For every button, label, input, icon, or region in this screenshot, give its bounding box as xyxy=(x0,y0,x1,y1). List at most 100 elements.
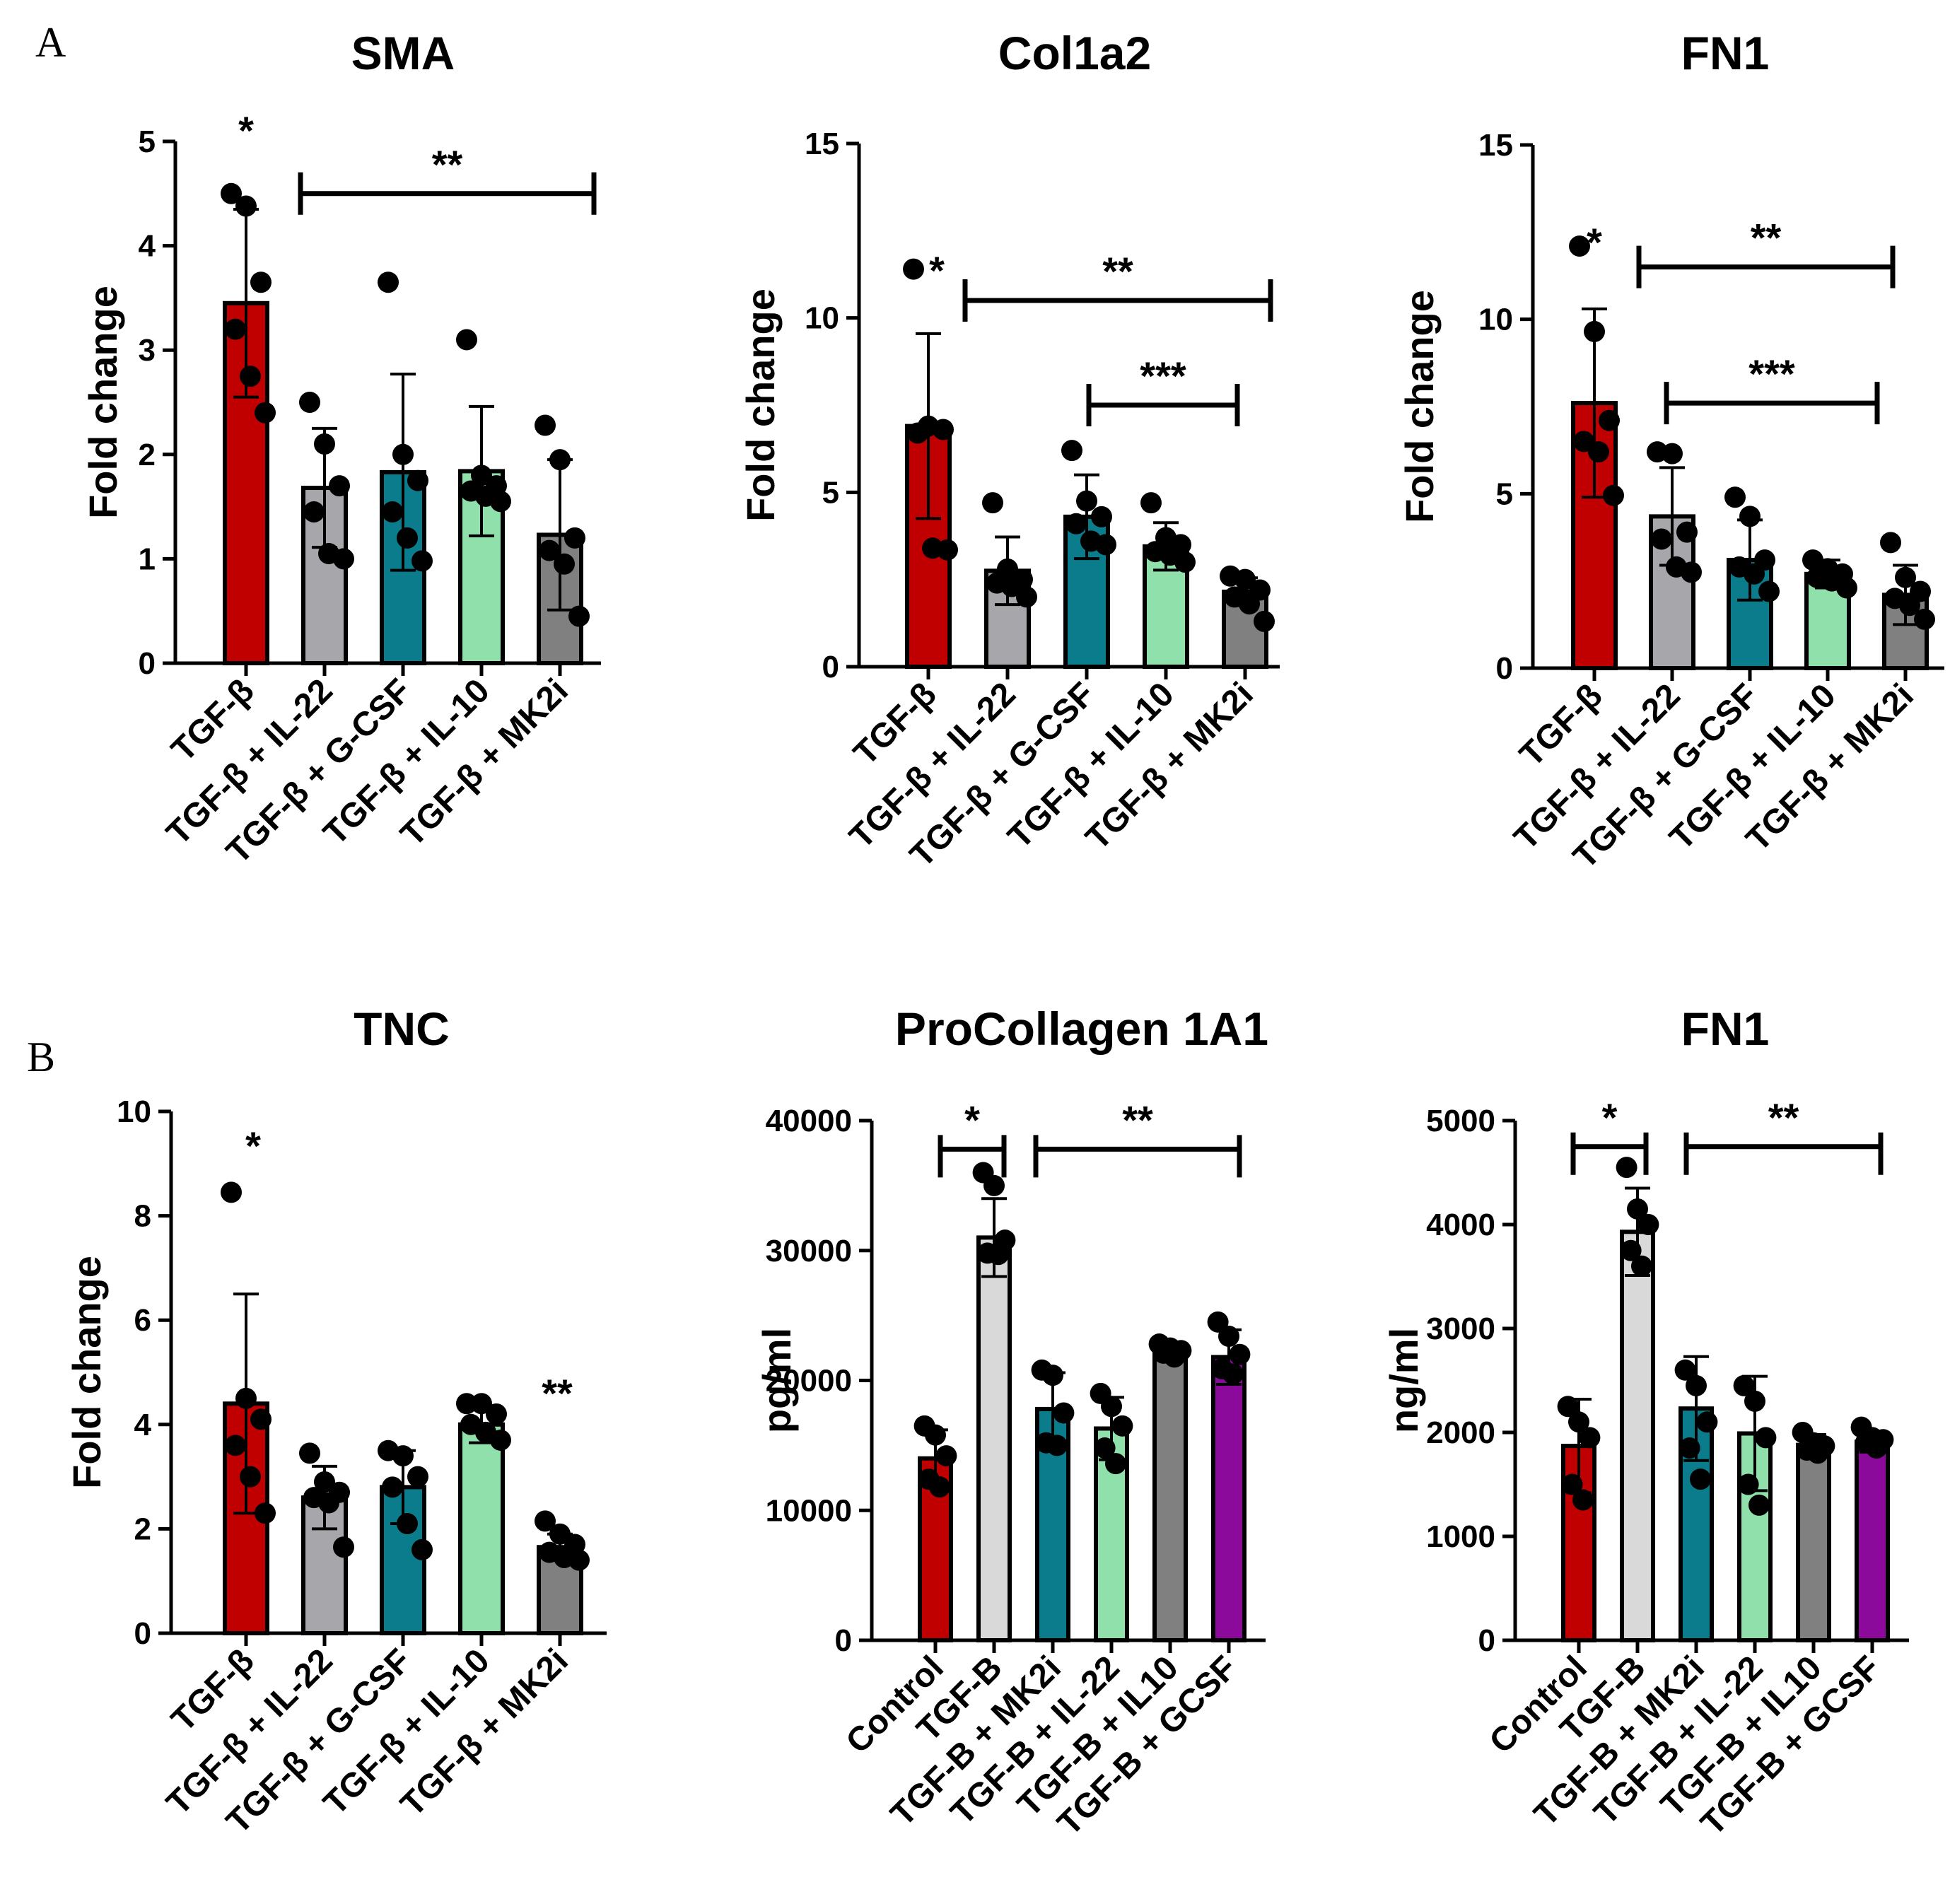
data-point xyxy=(1066,513,1087,535)
data-point xyxy=(1061,440,1082,462)
data-point xyxy=(1724,486,1746,508)
data-point xyxy=(983,1174,1005,1196)
significance-star: * xyxy=(245,1123,261,1168)
significance-star: ** xyxy=(542,1371,573,1415)
y-tick-label: 2 xyxy=(139,438,156,472)
data-point xyxy=(1678,1437,1700,1459)
bracket-label: ** xyxy=(1768,1095,1799,1140)
data-point xyxy=(1866,1437,1887,1459)
chart-fn1-ngml: FN1ng/ml010002000300040005000ControlTGF-… xyxy=(1382,1003,1909,1842)
data-point xyxy=(1569,235,1590,257)
data-point xyxy=(1895,566,1916,588)
data-point xyxy=(935,1445,957,1467)
bracket-label: * xyxy=(1602,1095,1618,1140)
y-tick-label: 40000 xyxy=(766,1104,852,1138)
data-point xyxy=(1620,1239,1642,1261)
y-tick-label: 4 xyxy=(139,229,156,264)
data-point xyxy=(1222,1363,1244,1385)
data-point xyxy=(318,1492,339,1514)
data-point xyxy=(333,1536,354,1558)
data-point xyxy=(471,1393,492,1415)
data-point xyxy=(1584,320,1605,342)
data-point xyxy=(1637,1214,1659,1235)
data-point xyxy=(903,258,924,280)
bracket-label: *** xyxy=(1748,351,1795,396)
bracket-label: * xyxy=(964,1097,980,1142)
y-tick-label: 4 xyxy=(134,1408,152,1442)
y-tick-label: 10000 xyxy=(766,1493,852,1528)
data-point xyxy=(1561,1473,1583,1495)
data-point xyxy=(554,553,575,575)
data-point xyxy=(1681,561,1702,583)
data-point xyxy=(1733,1374,1755,1396)
bar xyxy=(1211,1355,1247,1643)
bar xyxy=(1152,1348,1188,1643)
data-point xyxy=(1557,1396,1579,1418)
data-point xyxy=(1748,1494,1770,1516)
data-point xyxy=(982,492,1003,514)
y-tick-label: 2000 xyxy=(1426,1415,1495,1450)
y-tick-label: 5000 xyxy=(1426,1104,1495,1138)
bracket-label: ** xyxy=(1122,1097,1153,1142)
data-point xyxy=(299,392,320,413)
data-point xyxy=(314,433,335,455)
data-point xyxy=(382,1476,403,1498)
data-point xyxy=(1758,580,1780,602)
data-point xyxy=(1674,1359,1696,1381)
y-tick-label: 15 xyxy=(1478,128,1513,163)
data-point xyxy=(1631,1255,1652,1277)
y-tick-label: 3000 xyxy=(1426,1312,1495,1346)
y-tick-label: 1 xyxy=(139,542,156,576)
data-point xyxy=(1603,484,1624,506)
panel-label-a: A xyxy=(35,19,66,66)
data-point xyxy=(486,1403,507,1425)
y-tick-label: 0 xyxy=(822,650,839,684)
data-point xyxy=(1101,1396,1122,1418)
data-point xyxy=(411,1538,433,1560)
bar xyxy=(1796,1442,1831,1642)
data-point xyxy=(1690,1468,1711,1490)
data-point xyxy=(397,1513,418,1535)
data-point xyxy=(1744,563,1765,585)
chart-title: FN1 xyxy=(1681,1003,1770,1055)
data-point xyxy=(1573,431,1594,452)
data-point xyxy=(1627,1198,1648,1220)
data-point xyxy=(1616,1157,1637,1179)
y-tick-label: 4000 xyxy=(1426,1208,1495,1242)
data-point xyxy=(1234,568,1256,590)
data-point xyxy=(250,271,272,293)
data-point xyxy=(333,548,354,570)
data-point xyxy=(1568,1411,1589,1433)
data-point xyxy=(411,550,433,572)
data-point xyxy=(1254,610,1275,632)
data-point xyxy=(937,539,958,561)
data-point xyxy=(235,1387,257,1409)
y-tick-label: 0 xyxy=(1478,1623,1495,1658)
data-point xyxy=(221,182,242,204)
data-point xyxy=(1676,521,1698,543)
data-point xyxy=(392,443,414,465)
data-point xyxy=(1914,608,1935,630)
data-point xyxy=(407,469,428,491)
data-point xyxy=(490,1429,511,1451)
bracket-label: ** xyxy=(1102,249,1133,293)
data-point xyxy=(1880,532,1901,554)
data-point xyxy=(1140,492,1162,514)
data-point xyxy=(235,195,257,217)
y-tick-label: 5 xyxy=(139,124,156,159)
data-point xyxy=(1042,1365,1063,1386)
data-point xyxy=(1599,409,1620,431)
bar xyxy=(458,1422,505,1636)
data-point xyxy=(1836,577,1857,599)
y-tick-label: 30000 xyxy=(766,1234,852,1268)
y-tick-label: 10 xyxy=(117,1094,151,1129)
bracket-label: ** xyxy=(432,142,463,187)
data-point xyxy=(1755,1427,1777,1449)
data-point xyxy=(225,1435,246,1456)
chart-title: FN1 xyxy=(1681,27,1770,79)
data-point xyxy=(539,539,560,561)
y-tick-label: 15 xyxy=(805,127,839,161)
